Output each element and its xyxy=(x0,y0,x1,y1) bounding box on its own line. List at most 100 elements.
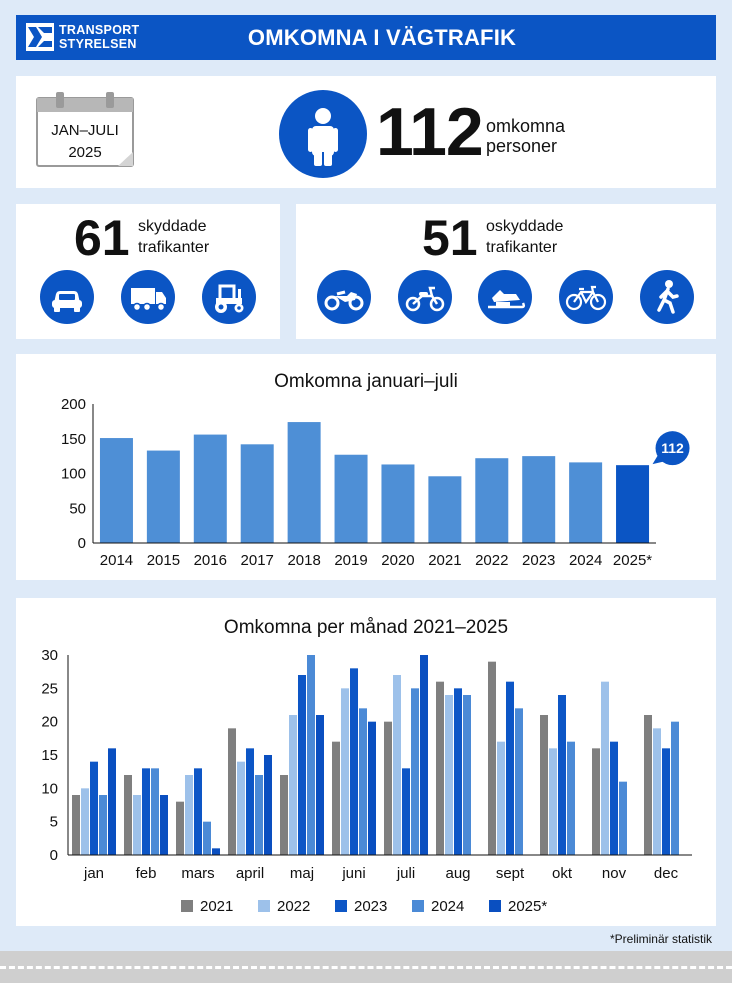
person-icon xyxy=(308,108,338,166)
chart1-bar xyxy=(381,464,415,543)
total-fatalities-value: 112 xyxy=(376,94,484,170)
chart1-x-tick: 2019 xyxy=(334,552,367,569)
chart2-bar xyxy=(228,728,236,855)
chart1-x-tick: 2024 xyxy=(569,552,602,569)
period-year: 2025 xyxy=(68,144,102,161)
chart2-y-tick: 15 xyxy=(41,747,58,764)
chart2-bar xyxy=(540,715,548,855)
motorcycle-icon xyxy=(317,270,371,324)
chart2-bar xyxy=(506,681,514,855)
protected-label-line-2: trafikanter xyxy=(138,239,210,256)
monthly-chart-panel: Omkomna per månad 2021–2025 0 5 10 15 20 25 30… xyxy=(16,598,716,926)
chart2-x-tick: juni xyxy=(341,865,365,882)
calendar-icon xyxy=(36,92,134,167)
chart2-bar xyxy=(341,688,349,855)
chart1-y-tick: 150 xyxy=(61,431,86,448)
chart2-bar xyxy=(307,655,315,855)
chart2-bar xyxy=(151,768,159,855)
chart2-bar xyxy=(558,695,566,855)
chart2-bar xyxy=(124,775,132,855)
chart2-legend-label: 2022 xyxy=(277,898,310,915)
chart2-bar xyxy=(81,788,89,855)
chart2-bar xyxy=(411,688,419,855)
total-label-line-2: personer xyxy=(486,136,558,156)
chart2-bar xyxy=(662,748,670,855)
chart2-legend-label: 2023 xyxy=(354,898,387,915)
chart1-x-tick: 2021 xyxy=(428,552,461,569)
logo-line-1: TRANSPORT xyxy=(59,23,140,37)
chart2-bar xyxy=(350,668,358,855)
chart2-y-tick: 5 xyxy=(50,814,58,831)
tractor-icon xyxy=(202,270,256,324)
chart2-bar xyxy=(497,741,505,855)
monthly-bar-chart: Omkomna per månad 2021–2025 0 5 10 15 20 25 30… xyxy=(41,617,692,915)
road-decoration xyxy=(0,951,732,983)
chart2-bar xyxy=(488,661,496,855)
total-panel: JAN–JULI 2025 112 omkomna personer xyxy=(16,76,716,188)
unprotected-value: 51 xyxy=(422,210,478,266)
car-icon xyxy=(40,270,94,324)
chart1-x-tick: 2015 xyxy=(147,552,180,569)
chart1-x-tick: 2017 xyxy=(241,552,274,569)
chart1-y-tick: 50 xyxy=(69,500,86,517)
chart2-bar xyxy=(237,761,245,855)
chart2-bar xyxy=(194,768,202,855)
chart1-x-tick: 2014 xyxy=(100,552,133,569)
chart2-bar xyxy=(445,695,453,855)
chart2-x-tick: feb xyxy=(136,865,157,882)
chart1-title: Omkomna januari–juli xyxy=(274,371,458,392)
chart2-bar xyxy=(90,761,98,855)
chart1-bar xyxy=(146,450,180,543)
chart1-y-tick: 100 xyxy=(61,466,86,483)
chart2-bar xyxy=(619,781,627,855)
chart1-bar xyxy=(616,465,650,543)
chart2-bar xyxy=(160,795,168,855)
bicycle-icon xyxy=(559,270,613,324)
unprotected-label-line-2: trafikanter xyxy=(486,239,558,256)
chart2-y-tick: 0 xyxy=(50,847,58,864)
person-icon-badge xyxy=(279,90,367,178)
chart1-callout-label: 112 xyxy=(661,440,684,456)
chart2-legend-label: 2024 xyxy=(431,898,464,915)
chart2-legend-swatch xyxy=(258,900,270,912)
chart2-bar xyxy=(108,748,116,855)
chart2-x-tick: maj xyxy=(290,865,314,882)
protected-label-line-1: skyddade xyxy=(138,218,207,235)
total-label-line-1: omkomna xyxy=(486,116,566,136)
chart1-x-tick: 2016 xyxy=(194,552,227,569)
chart2-legend-label: 2025* xyxy=(508,898,547,915)
chart2-x-tick: april xyxy=(236,865,264,882)
footnote: *Preliminär statistik xyxy=(609,932,712,946)
chart2-bar xyxy=(653,728,661,855)
chart2-bar xyxy=(384,721,392,855)
chart1-x-tick: 2023 xyxy=(522,552,555,569)
chart2-bar xyxy=(264,755,272,855)
chart1-bar xyxy=(99,438,133,543)
chart2-bar xyxy=(601,681,609,855)
logo-line-2: STYRELSEN xyxy=(59,37,137,51)
chart2-bar xyxy=(289,715,297,855)
chart2-x-tick: jan xyxy=(83,865,104,882)
chart2-bar xyxy=(203,821,211,855)
unprotected-road-users-panel: 51 oskyddade trafikanter xyxy=(296,204,716,339)
chart2-bar xyxy=(280,775,288,855)
chart2-legend-swatch xyxy=(181,900,193,912)
chart1-bar xyxy=(569,462,603,543)
chart2-bar xyxy=(515,708,523,855)
chart2-bar xyxy=(549,748,557,855)
chart2-legend-swatch xyxy=(412,900,424,912)
transportstyrelsen-logo-icon xyxy=(26,23,54,51)
chart1-y-tick: 200 xyxy=(61,396,86,413)
chart1-bar xyxy=(522,456,556,543)
chart2-x-tick: nov xyxy=(602,865,627,882)
chart2-bar xyxy=(359,708,367,855)
chart1-x-tick: 2025* xyxy=(613,552,652,569)
header-bar: TRANSPORT STYRELSEN OMKOMNA I VÄGTRAFIK xyxy=(16,15,716,60)
logo-wordmark: TRANSPORT STYRELSEN xyxy=(59,23,139,51)
chart2-legend-swatch xyxy=(335,900,347,912)
chart2-bar xyxy=(402,768,410,855)
chart2-bar xyxy=(185,775,193,855)
chart2-y-tick: 25 xyxy=(41,680,58,697)
chart2-bar xyxy=(332,741,340,855)
yearly-chart-panel: Omkomna januari–juli 0 50 100 150 200 2014 20… xyxy=(16,354,716,580)
